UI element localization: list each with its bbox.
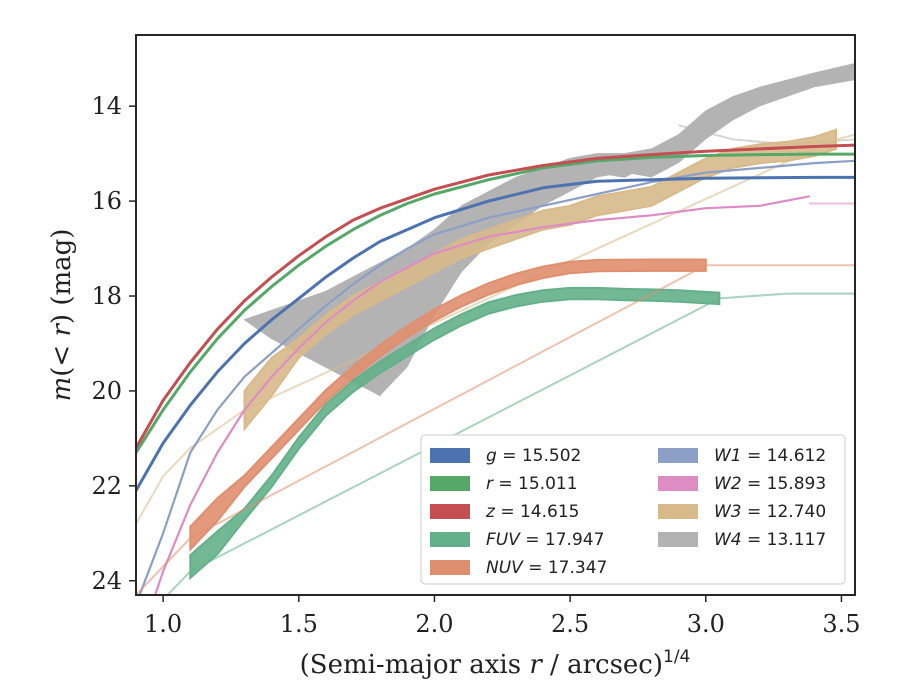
x-axis-label-var: r <box>529 650 543 680</box>
series-w2 <box>153 195 855 595</box>
legend-swatch-nuv <box>430 560 470 575</box>
y-axis-label-suffix: ) (mag) <box>47 229 77 325</box>
legend-entry-nuv: NUV = 17.347 <box>430 558 607 578</box>
legend-swatch-z <box>430 504 470 519</box>
legend-entry-w1: W1 = 14.612 <box>658 446 826 466</box>
series-layer <box>136 62 855 595</box>
series-r <box>136 152 855 455</box>
y-axis-label-var: r <box>47 323 77 337</box>
x-axis: 1.0 1.5 2.0 2.5 3.0 3.5 <box>144 595 861 638</box>
x-axis-label: (Semi-major axis r / arcsec)1/4 <box>300 647 691 680</box>
series-w1 <box>138 159 855 595</box>
series-g <box>136 175 855 493</box>
legend-entry-r: r = 15.011 <box>430 474 578 494</box>
legend-entry-z: z = 14.615 <box>430 502 579 522</box>
x-tick-label: 3.0 <box>687 610 725 638</box>
x-axis-label-suffix: / arcsec) <box>542 650 663 680</box>
series-fuv-band <box>189 286 721 581</box>
legend-label-r: r = 15.011 <box>486 474 578 494</box>
y-tick-label: 20 <box>91 377 122 405</box>
legend-swatch-g <box>430 448 470 463</box>
y-axis-label-mid: (< <box>47 337 77 377</box>
series-r-line <box>136 152 855 455</box>
series-z <box>136 143 855 450</box>
legend-box <box>420 434 846 585</box>
y-axis: 14 16 18 20 22 24 <box>91 92 136 595</box>
legend-swatch-w4 <box>658 532 698 547</box>
legend-label-w2: W2 = 15.893 <box>714 474 826 494</box>
y-tick-label: 16 <box>91 187 122 215</box>
x-axis-label-prefix: (Semi-major axis <box>300 650 530 680</box>
series-nuv-band <box>189 258 707 552</box>
x-axis-label-exponent: 1/4 <box>663 647 690 667</box>
legend-label-w4: W4 = 13.117 <box>714 530 826 550</box>
legend-entry-w3: W3 = 12.740 <box>658 502 826 522</box>
y-tick-label: 14 <box>91 92 122 120</box>
x-tick-label: 3.5 <box>822 610 860 638</box>
x-tick-label: 2.0 <box>415 610 453 638</box>
legend-swatch-fuv <box>430 532 470 547</box>
legend-entry-w2: W2 = 15.893 <box>658 474 826 494</box>
legend-label-z: z = 14.615 <box>485 502 579 522</box>
legend-swatch-w3 <box>658 504 698 519</box>
x-tick-label: 1.5 <box>280 610 318 638</box>
legend-swatch-w2 <box>658 476 698 491</box>
series-nuv-extension <box>136 264 855 595</box>
series-z-line <box>136 143 855 450</box>
y-tick-label: 18 <box>91 282 122 310</box>
x-tick-label: 2.5 <box>551 610 589 638</box>
series-w1-line <box>138 159 855 595</box>
legend-entry-w4: W4 = 13.117 <box>658 530 826 550</box>
series-w4-area <box>243 62 855 397</box>
legend-entry-g: g = 15.502 <box>430 446 581 466</box>
legend-label-g: g = 15.502 <box>486 446 581 466</box>
legend-swatch-r <box>430 476 470 491</box>
series-w2-line <box>153 195 810 595</box>
legend-label-nuv: NUV = 17.347 <box>486 558 607 578</box>
legend-label-w3: W3 = 12.740 <box>714 502 826 522</box>
y-axis-label: m(< r) (mag) <box>47 229 77 402</box>
series-g-line <box>136 175 855 493</box>
legend-entry-fuv: FUV = 17.947 <box>430 530 604 550</box>
x-tick-label: 1.0 <box>144 610 182 638</box>
legend: g = 15.502 r = 15.011 z = 14.615 FUV = 17.9… <box>420 434 846 585</box>
legend-label-fuv: FUV = 17.947 <box>486 530 604 550</box>
y-axis-label-prefix: m <box>47 377 77 402</box>
series-nuv <box>136 258 855 595</box>
legend-label-w1: W1 = 14.612 <box>714 446 826 466</box>
legend-swatch-w1 <box>658 448 698 463</box>
plot-frame <box>135 34 856 596</box>
y-tick-label: 24 <box>91 567 122 595</box>
y-tick-label: 22 <box>91 472 122 500</box>
